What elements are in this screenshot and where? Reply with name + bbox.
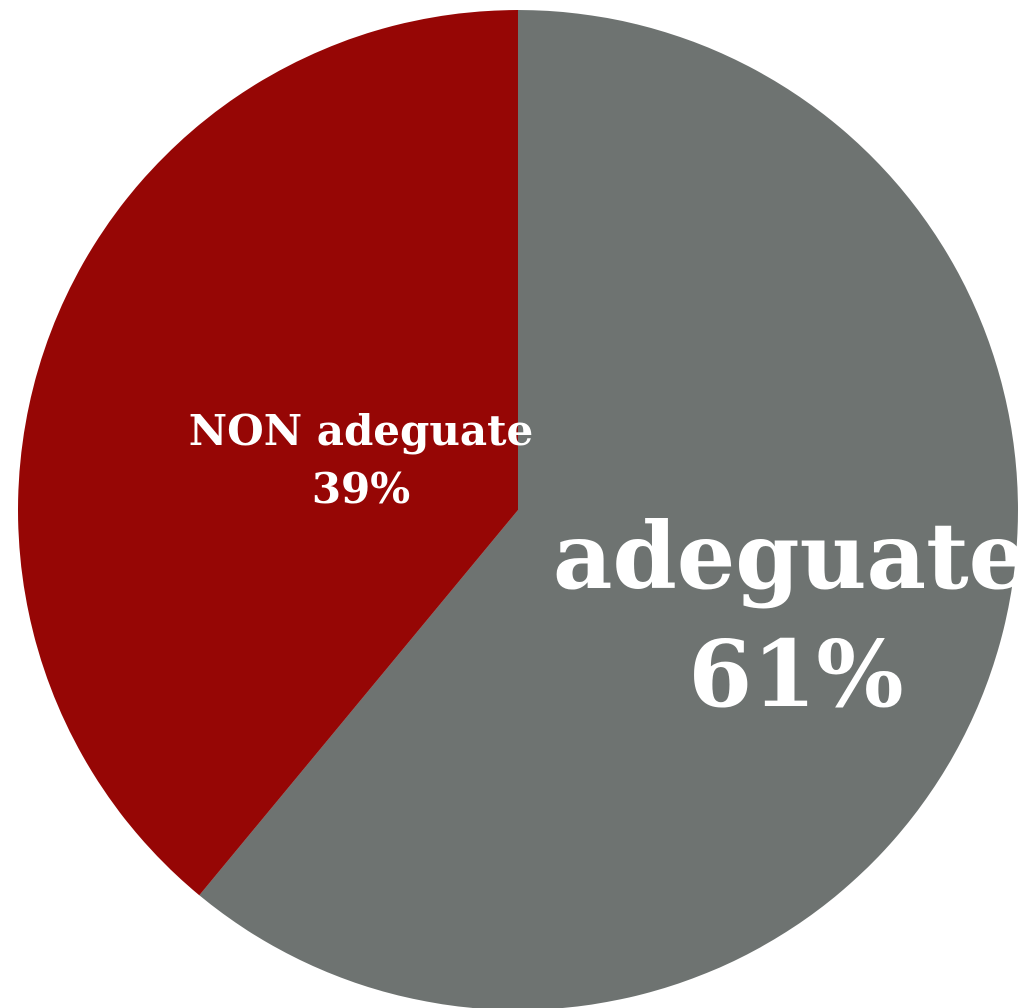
slice-label-non-adeguate: NON adeguate (189, 406, 534, 455)
slice-label-adeguate: adeguate (553, 502, 1023, 610)
slice-value-non-adeguate: 39% (312, 464, 410, 513)
pie-slices (17, 10, 1018, 1008)
pie-slice-non-adeguate (17, 10, 518, 896)
slice-value-adeguate: 61% (688, 620, 903, 728)
pie-slice-adeguate (199, 10, 1018, 1008)
